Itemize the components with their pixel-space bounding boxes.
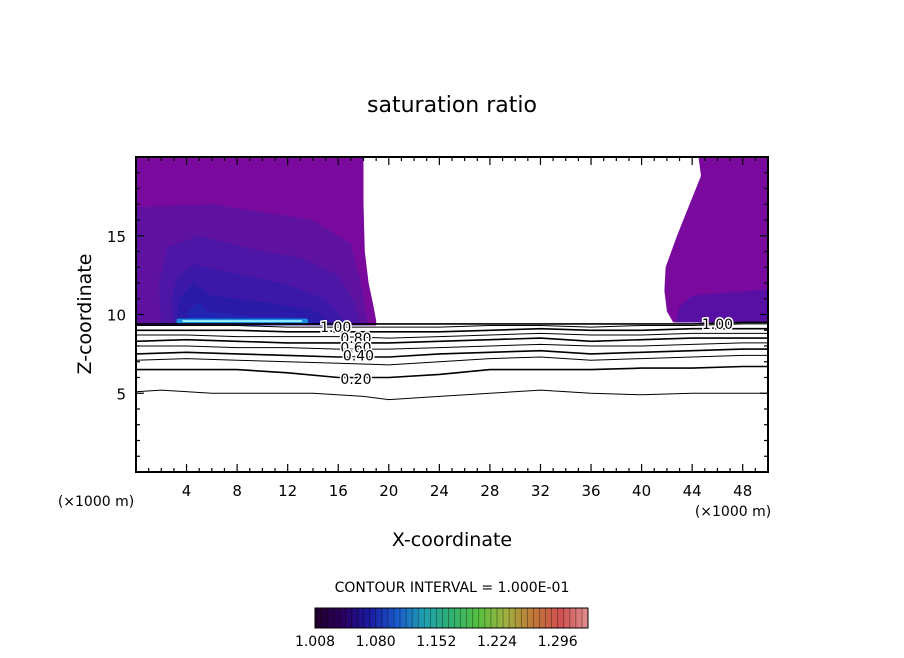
x-unit-label: (×1000 m) bbox=[695, 504, 771, 520]
y-unit-label: (×1000 m) bbox=[58, 494, 134, 510]
x-tick-label: 16 bbox=[329, 482, 348, 500]
x-axis-label: X-coordinate bbox=[392, 529, 512, 551]
y-tick-label: 10 bbox=[107, 307, 126, 325]
colorbar-tick-label: 1.296 bbox=[538, 634, 578, 650]
contour-line-0.1 bbox=[136, 389, 768, 401]
contour-line-0.4 bbox=[136, 348, 768, 358]
colorbar-tick-label: 1.008 bbox=[295, 634, 335, 650]
contour-line-0.7 bbox=[136, 332, 768, 339]
contour-label: 0.60 bbox=[340, 341, 371, 357]
x-tick-label: 48 bbox=[733, 482, 752, 500]
x-tick-label: 36 bbox=[581, 482, 600, 500]
chart-title: saturation ratio bbox=[367, 93, 537, 118]
colorbar bbox=[314, 607, 589, 629]
contour-line-0.9 bbox=[136, 323, 768, 328]
colorbar-tick-label: 1.080 bbox=[356, 634, 396, 650]
y-axis-ticks: 5 10 15 bbox=[107, 172, 768, 457]
shade-left-1.28 bbox=[186, 301, 320, 324]
y-tick-label: 5 bbox=[116, 385, 126, 403]
contour-line-1 bbox=[136, 321, 768, 325]
y-axis-label: Z-coordinate bbox=[74, 254, 96, 375]
contour-label: 1.00 bbox=[320, 320, 351, 336]
colorbar-tick-labels: 1.008 1.080 1.152 1.224 1.296 bbox=[295, 634, 578, 650]
contour-lines bbox=[136, 321, 768, 401]
contour-line-0.6 bbox=[136, 337, 768, 344]
contour-line-0.5 bbox=[136, 342, 768, 350]
contour-label: 0.80 bbox=[340, 331, 371, 347]
colorbar-tick-label: 1.152 bbox=[416, 634, 456, 650]
contour-label: 1.00 bbox=[702, 317, 733, 333]
colorbar-tick-label: 1.224 bbox=[477, 634, 517, 650]
x-axis-ticks: 4 8 12 16 20 24 28 32 36 40 44 48 bbox=[148, 157, 756, 500]
x-tick-label: 24 bbox=[430, 482, 449, 500]
colorbar-divisions bbox=[320, 608, 583, 628]
contour-line-0.8 bbox=[136, 327, 768, 333]
region-right bbox=[664, 157, 768, 323]
x-tick-label: 40 bbox=[632, 482, 651, 500]
contour-line-0.3 bbox=[136, 354, 768, 366]
shaded-regions bbox=[136, 157, 768, 326]
x-tick-label: 12 bbox=[278, 482, 297, 500]
contour-label: 0.40 bbox=[343, 348, 374, 364]
max-band-core bbox=[182, 320, 302, 323]
y-tick-label: 15 bbox=[107, 228, 126, 246]
shade-right-1.10 bbox=[675, 289, 768, 323]
contour-labels: 1.000.800.600.400.201.00 bbox=[319, 315, 735, 389]
x-tick-label: 44 bbox=[683, 482, 702, 500]
x-tick-label: 32 bbox=[531, 482, 550, 500]
contour-label: 0.20 bbox=[340, 372, 371, 388]
contour-line-0.2 bbox=[136, 365, 768, 379]
x-tick-label: 8 bbox=[232, 482, 242, 500]
x-tick-label: 4 bbox=[182, 482, 192, 500]
x-tick-label: 20 bbox=[379, 482, 398, 500]
contour-interval-label: CONTOUR INTERVAL = 1.000E-01 bbox=[335, 580, 570, 596]
x-tick-label: 28 bbox=[480, 482, 499, 500]
